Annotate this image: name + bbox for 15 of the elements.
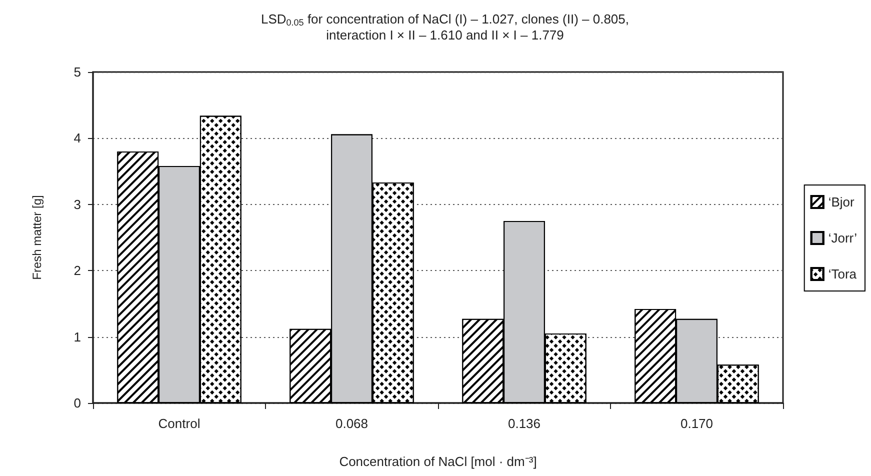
x-axis-title: Concentration of NaCl [mol · dm⁻³] <box>339 454 537 469</box>
x-tick-label: Control <box>158 416 200 431</box>
y-tick-label: 5 <box>74 64 81 80</box>
x-tick-label: 0.136 <box>508 416 541 431</box>
x-tick-label: 0.068 <box>335 416 368 431</box>
x-tick-label: 0.170 <box>680 416 714 431</box>
y-tick-label: 4 <box>74 130 81 146</box>
y-tick-label: 0 <box>74 396 81 410</box>
legend-label: ‘Jorr’ <box>828 230 858 246</box>
legend-label: ‘Tora <box>828 266 858 282</box>
legend-label: ‘Bjor <box>828 194 856 210</box>
y-axis-title: Fresh matter [g] <box>30 195 44 280</box>
y-tick-label: 2 <box>74 263 81 278</box>
y-tick-label: 1 <box>74 329 81 344</box>
y-tick-label: 3 <box>74 196 81 212</box>
